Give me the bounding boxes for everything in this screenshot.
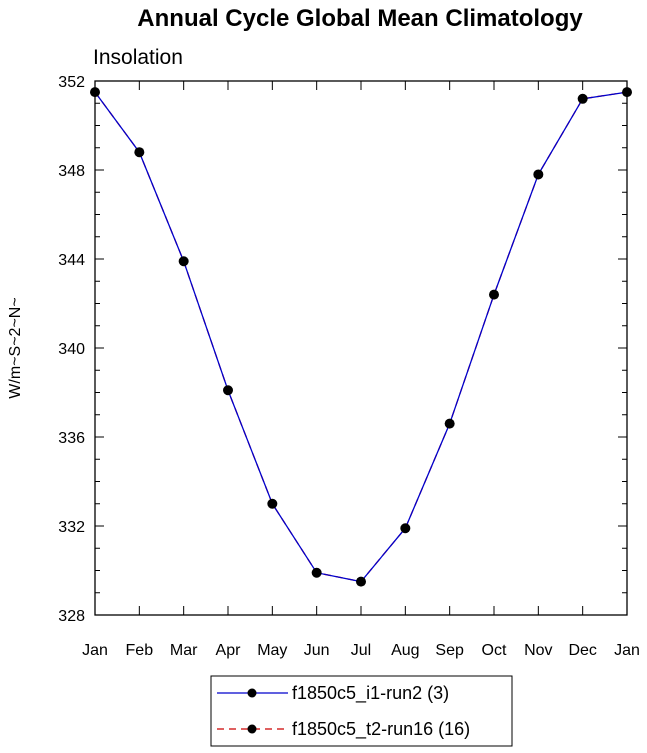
chart-subtitle: Insolation bbox=[93, 46, 183, 69]
y-tick-label: 348 bbox=[58, 163, 85, 180]
data-point bbox=[134, 147, 145, 158]
data-point bbox=[489, 289, 499, 300]
y-tick-label: 340 bbox=[58, 341, 85, 358]
legend-label-series-1: f1850c5_i1-run2 (3) bbox=[292, 683, 449, 704]
data-point bbox=[444, 418, 455, 429]
plot-area: 328 332 336 340 344 348 352 Jan Feb Mar Apr May Jun J… bbox=[58, 74, 640, 659]
legend-marker-series-1 bbox=[247, 688, 257, 698]
x-tick-label: Aug bbox=[391, 642, 419, 659]
data-point bbox=[356, 576, 366, 587]
x-tick-label: Mar bbox=[170, 642, 198, 659]
data-point bbox=[577, 93, 588, 104]
x-tick-label: Jun bbox=[304, 642, 330, 659]
x-tick-label: Oct bbox=[482, 642, 507, 659]
x-tick-label: Jan bbox=[82, 642, 108, 659]
plot-frame bbox=[94, 80, 628, 616]
y-tick-label: 332 bbox=[58, 519, 85, 536]
data-point bbox=[90, 87, 100, 98]
x-tick-label: May bbox=[257, 642, 287, 659]
legend-box bbox=[210, 675, 513, 747]
x-tick-label: Dec bbox=[568, 642, 596, 659]
y-tick-label: 336 bbox=[58, 430, 85, 447]
data-point bbox=[622, 87, 632, 98]
legend-label-series-2: f1850c5_t2-run16 (16) bbox=[292, 719, 470, 740]
data-point bbox=[178, 256, 189, 267]
y-axis-label: W/m~S~2~N~ bbox=[7, 297, 24, 398]
legend: f1850c5_i1-run2 (3) f1850c5_t2-run16 (16… bbox=[210, 675, 513, 747]
x-tick-label: Jul bbox=[351, 642, 371, 659]
data-point bbox=[223, 385, 233, 396]
data-point bbox=[533, 169, 544, 180]
series-line-2 bbox=[94, 91, 628, 583]
legend-marker-series-2 bbox=[247, 724, 257, 734]
x-tick-label: Jan bbox=[614, 642, 640, 659]
chart-title: Annual Cycle Global Mean Climatology bbox=[137, 5, 583, 32]
x-tick-label: Feb bbox=[126, 642, 154, 659]
x-tick-label: Nov bbox=[524, 642, 552, 659]
data-point bbox=[267, 498, 278, 509]
series-line-1 bbox=[94, 91, 628, 583]
y-tick-label: 344 bbox=[58, 252, 85, 269]
data-point bbox=[311, 567, 322, 578]
y-tick-label: 352 bbox=[58, 74, 85, 91]
x-tick-label: Apr bbox=[216, 642, 242, 659]
x-tick-label: Sep bbox=[435, 642, 464, 659]
data-point bbox=[400, 523, 411, 534]
y-tick-label: 328 bbox=[58, 608, 85, 625]
